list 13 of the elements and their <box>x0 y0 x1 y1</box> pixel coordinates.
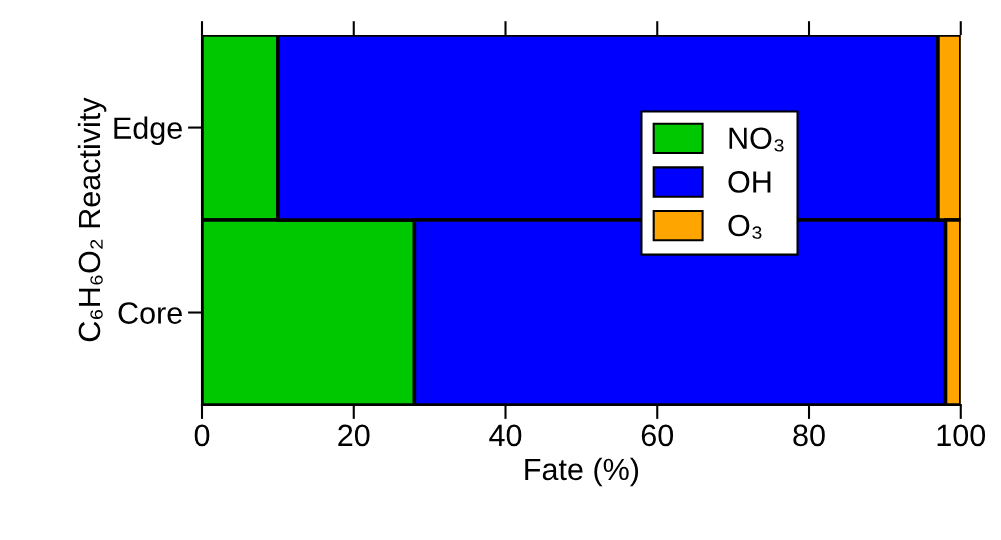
legend-label: NO₃ <box>729 127 784 152</box>
x-tick-label: 100 <box>937 424 986 447</box>
x-tick-label: 60 <box>641 424 674 447</box>
legend-label: OH <box>728 171 771 193</box>
x-tick-label: 80 <box>793 424 825 447</box>
x-axis-title: Fate (%) <box>525 457 639 487</box>
x-tick-label: 0 <box>194 424 210 447</box>
y-tick-label: Core <box>118 302 182 324</box>
x-tick-label: 40 <box>489 424 522 447</box>
x-tick-label: 20 <box>338 424 370 447</box>
y-axis-title: C₆H₆O₂ Reactivity <box>77 97 107 342</box>
legend-label: O₃ <box>728 214 762 239</box>
y-tick-label: Edge <box>114 116 182 145</box>
